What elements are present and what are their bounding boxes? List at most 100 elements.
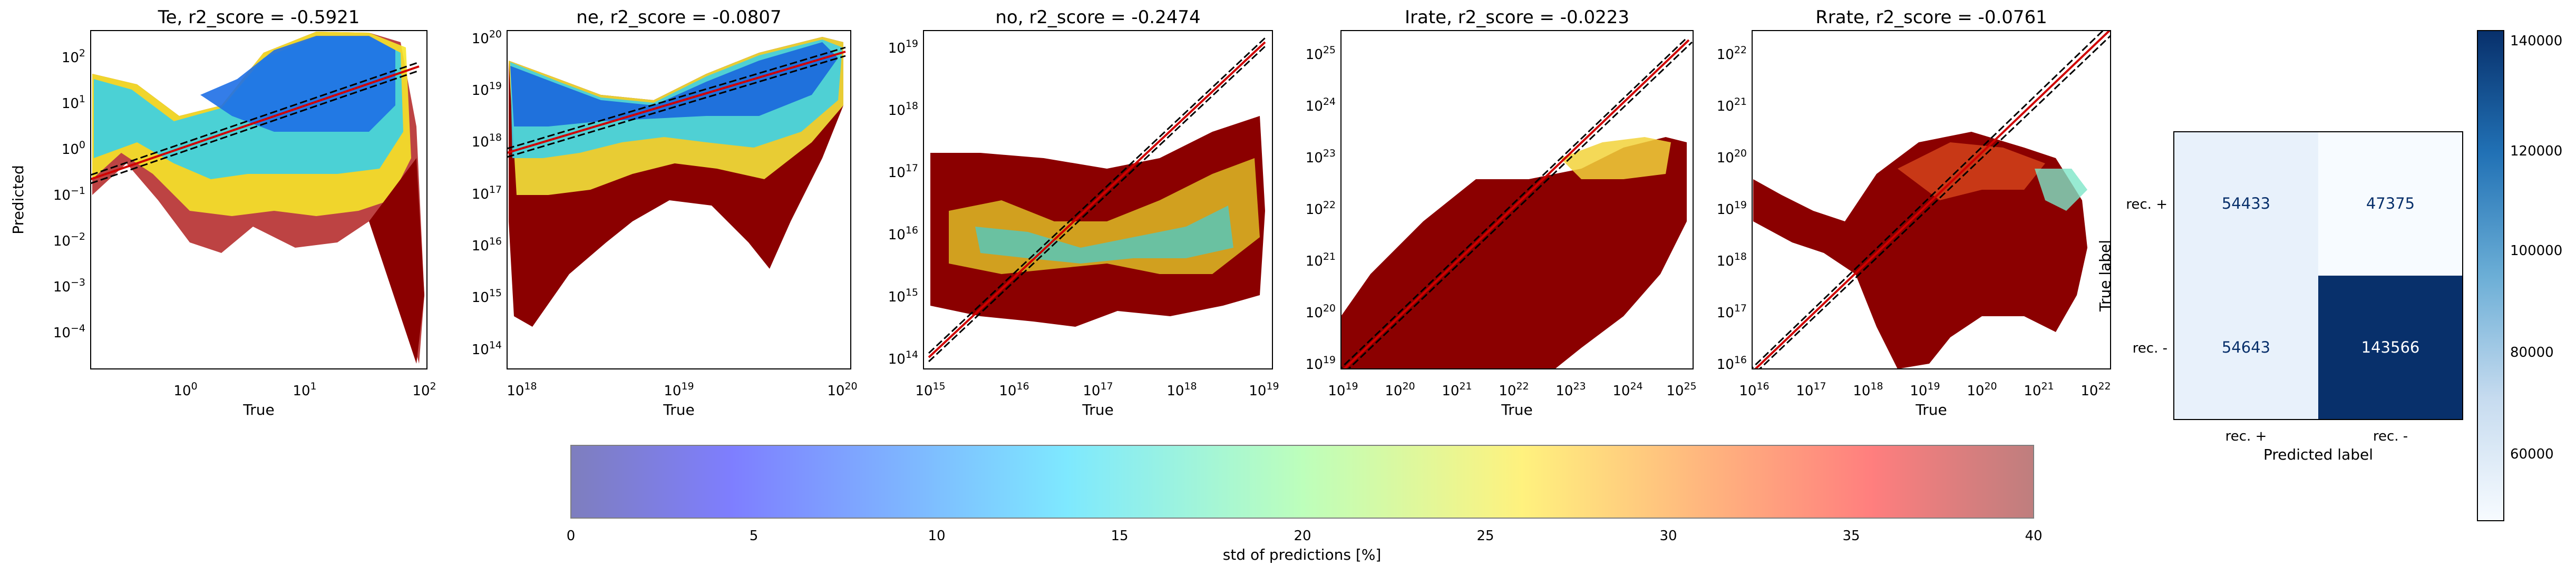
- te-ytick: 101: [62, 93, 85, 112]
- irate-ytick: 1021: [1306, 251, 1336, 269]
- irate-cloud-yellow: [1560, 137, 1671, 179]
- irate-xtick: 1020: [1385, 381, 1415, 399]
- rrate-ref-dash-lower: [1758, 34, 2111, 369]
- no-ytick: 1017: [888, 162, 918, 181]
- rrate-ytick: 1019: [1717, 199, 1747, 218]
- std-cbar-tick: 0: [567, 528, 576, 544]
- ne-ref-line: [507, 51, 846, 154]
- te-ytick: 10−3: [53, 277, 85, 295]
- te-yticks: 102 101 100 10−1 10−2 10−3 10−4: [53, 47, 85, 341]
- cm-cbar-tick: 120000: [2510, 143, 2562, 159]
- te-tail-red: [369, 158, 424, 364]
- rrate-ref-line: [1754, 31, 2111, 369]
- cm-cbar-tick: 140000: [2510, 33, 2562, 49]
- std-cbar-tick: 35: [1842, 528, 1860, 544]
- te-ylabel: Predicted: [9, 165, 27, 234]
- cm-ylabel: True label: [2096, 240, 2114, 312]
- te-xlabel: True: [242, 401, 274, 418]
- rrate-cloud-cyan: [2035, 169, 2087, 211]
- irate-ytick: 1019: [1306, 354, 1336, 373]
- cm-value-0: 54433: [2222, 194, 2270, 212]
- cm-row-label: rec. -: [2133, 340, 2167, 356]
- cm-cell-3: [2318, 276, 2463, 420]
- std-colorbar-gradient: [570, 445, 2034, 519]
- no-ref-dash-upper: [928, 37, 1266, 354]
- te-ytick: 10−2: [53, 231, 85, 249]
- rrate-xticks: 1016 1017 1018 1019 1020 1021 1022: [1739, 381, 2111, 399]
- te-ref-line: [91, 65, 420, 180]
- irate-xtick: 1022: [1499, 381, 1529, 399]
- no-xtick: 1018: [1167, 381, 1197, 399]
- ne-ytick: 1014: [472, 339, 502, 358]
- irate-scatter-cloud: [1341, 37, 1693, 369]
- irate-xtick: 1024: [1612, 381, 1642, 399]
- cm-frame: [2173, 131, 2463, 420]
- te-xtick: 102: [412, 381, 436, 399]
- cm-cbar-tick: 80000: [2510, 345, 2554, 360]
- cm-colorbar-gradient: [2477, 30, 2504, 521]
- irate-xticks: 1019 1020 1021 1022 1023 1024 1025: [1328, 381, 1696, 399]
- ne-scatter-cloud: [507, 37, 846, 327]
- irate-xtick: 1025: [1666, 381, 1696, 399]
- no-ytick: 1014: [888, 349, 918, 367]
- ne-ref-dash-lower: [507, 55, 846, 158]
- irate-ytick: 1024: [1306, 96, 1336, 114]
- ne-ytick: 1019: [472, 80, 502, 99]
- te-ytick: 10−1: [53, 185, 85, 203]
- irate-cloud-red: [1341, 137, 1687, 369]
- panel-te: Te, r2_score = -0.5921 True Predicted 10…: [9, 7, 436, 418]
- ne-axes-frame: [507, 30, 851, 369]
- no-ytick: 1016: [888, 225, 918, 243]
- te-ref-dash-upper: [91, 61, 420, 176]
- ne-ytick: 1015: [472, 287, 502, 306]
- rrate-ref-dash-upper: [1752, 31, 2104, 369]
- no-axes-frame: [923, 30, 1273, 369]
- te-ytick: 10−4: [53, 323, 85, 341]
- no-yticks: 1019 1018 1017 1016 1015 1014: [888, 38, 918, 367]
- irate-title: Irate, r2_score = -0.0223: [1405, 7, 1629, 28]
- panel-no: no, r2_score = -0.2474 True 1015 1016 10…: [888, 7, 1279, 418]
- rrate-ytick: 1017: [1717, 303, 1747, 321]
- irate-ref-dash-upper: [1341, 37, 1688, 369]
- std-cbar-tick: 40: [2025, 528, 2042, 544]
- cm-cell-2: [2174, 276, 2318, 420]
- irate-ref-dash-lower: [1347, 41, 1693, 369]
- no-ytick: 1018: [888, 100, 918, 119]
- std-cbar-tick: 5: [750, 528, 759, 544]
- rrate-cloud-orange: [1898, 142, 2045, 200]
- te-cloud-blue: [200, 36, 395, 132]
- irate-yticks: 1025 1024 1023 1022 1021 1020 1019: [1306, 44, 1336, 373]
- no-xtick: 1015: [915, 381, 945, 399]
- ne-cloud-blue: [510, 42, 838, 126]
- panel-rrate: Rrate, r2_score = -0.0761 True 1016 1017…: [1717, 7, 2111, 418]
- ne-ytick: 1016: [472, 236, 502, 254]
- no-xtick: 1016: [999, 381, 1029, 399]
- ne-xticks: 1018 1019 1020: [507, 381, 857, 399]
- te-axes-frame: [90, 30, 427, 369]
- irate-ytick: 1020: [1306, 303, 1336, 321]
- rrate-ytick: 1016: [1717, 354, 1747, 373]
- no-xlabel: True: [1082, 401, 1113, 418]
- ne-xtick: 1020: [827, 381, 857, 399]
- irate-xtick: 1019: [1328, 381, 1358, 399]
- rrate-ytick: 1018: [1717, 251, 1747, 269]
- rrate-scatter-cloud: [1752, 31, 2111, 369]
- rrate-ytick: 1020: [1717, 148, 1747, 166]
- rrate-axes-frame: [1752, 30, 2111, 369]
- cm-cell-0: [2174, 132, 2318, 276]
- no-xtick: 1019: [1249, 381, 1279, 399]
- cm-cbar-tick: 100000: [2510, 243, 2562, 259]
- ne-xtick: 1019: [664, 381, 694, 399]
- cm-col-label: rec. +: [2225, 428, 2267, 444]
- ne-title: ne, r2_score = -0.0807: [576, 7, 781, 28]
- cm-value-3: 143566: [2361, 338, 2420, 356]
- ne-ref-dash-upper: [507, 46, 846, 150]
- cm-row-label: rec. +: [2126, 197, 2167, 212]
- std-cbar-tick: 20: [1294, 528, 1311, 544]
- te-xtick: 100: [173, 381, 197, 399]
- te-xticks: 100 101 102: [173, 381, 436, 399]
- rrate-yticks: 1022 1021 1020 1019 1018 1017 1016: [1717, 44, 1747, 373]
- ne-xtick: 1018: [507, 381, 537, 399]
- rrate-xtick: 1016: [1739, 381, 1769, 399]
- irate-xlabel: True: [1501, 401, 1532, 418]
